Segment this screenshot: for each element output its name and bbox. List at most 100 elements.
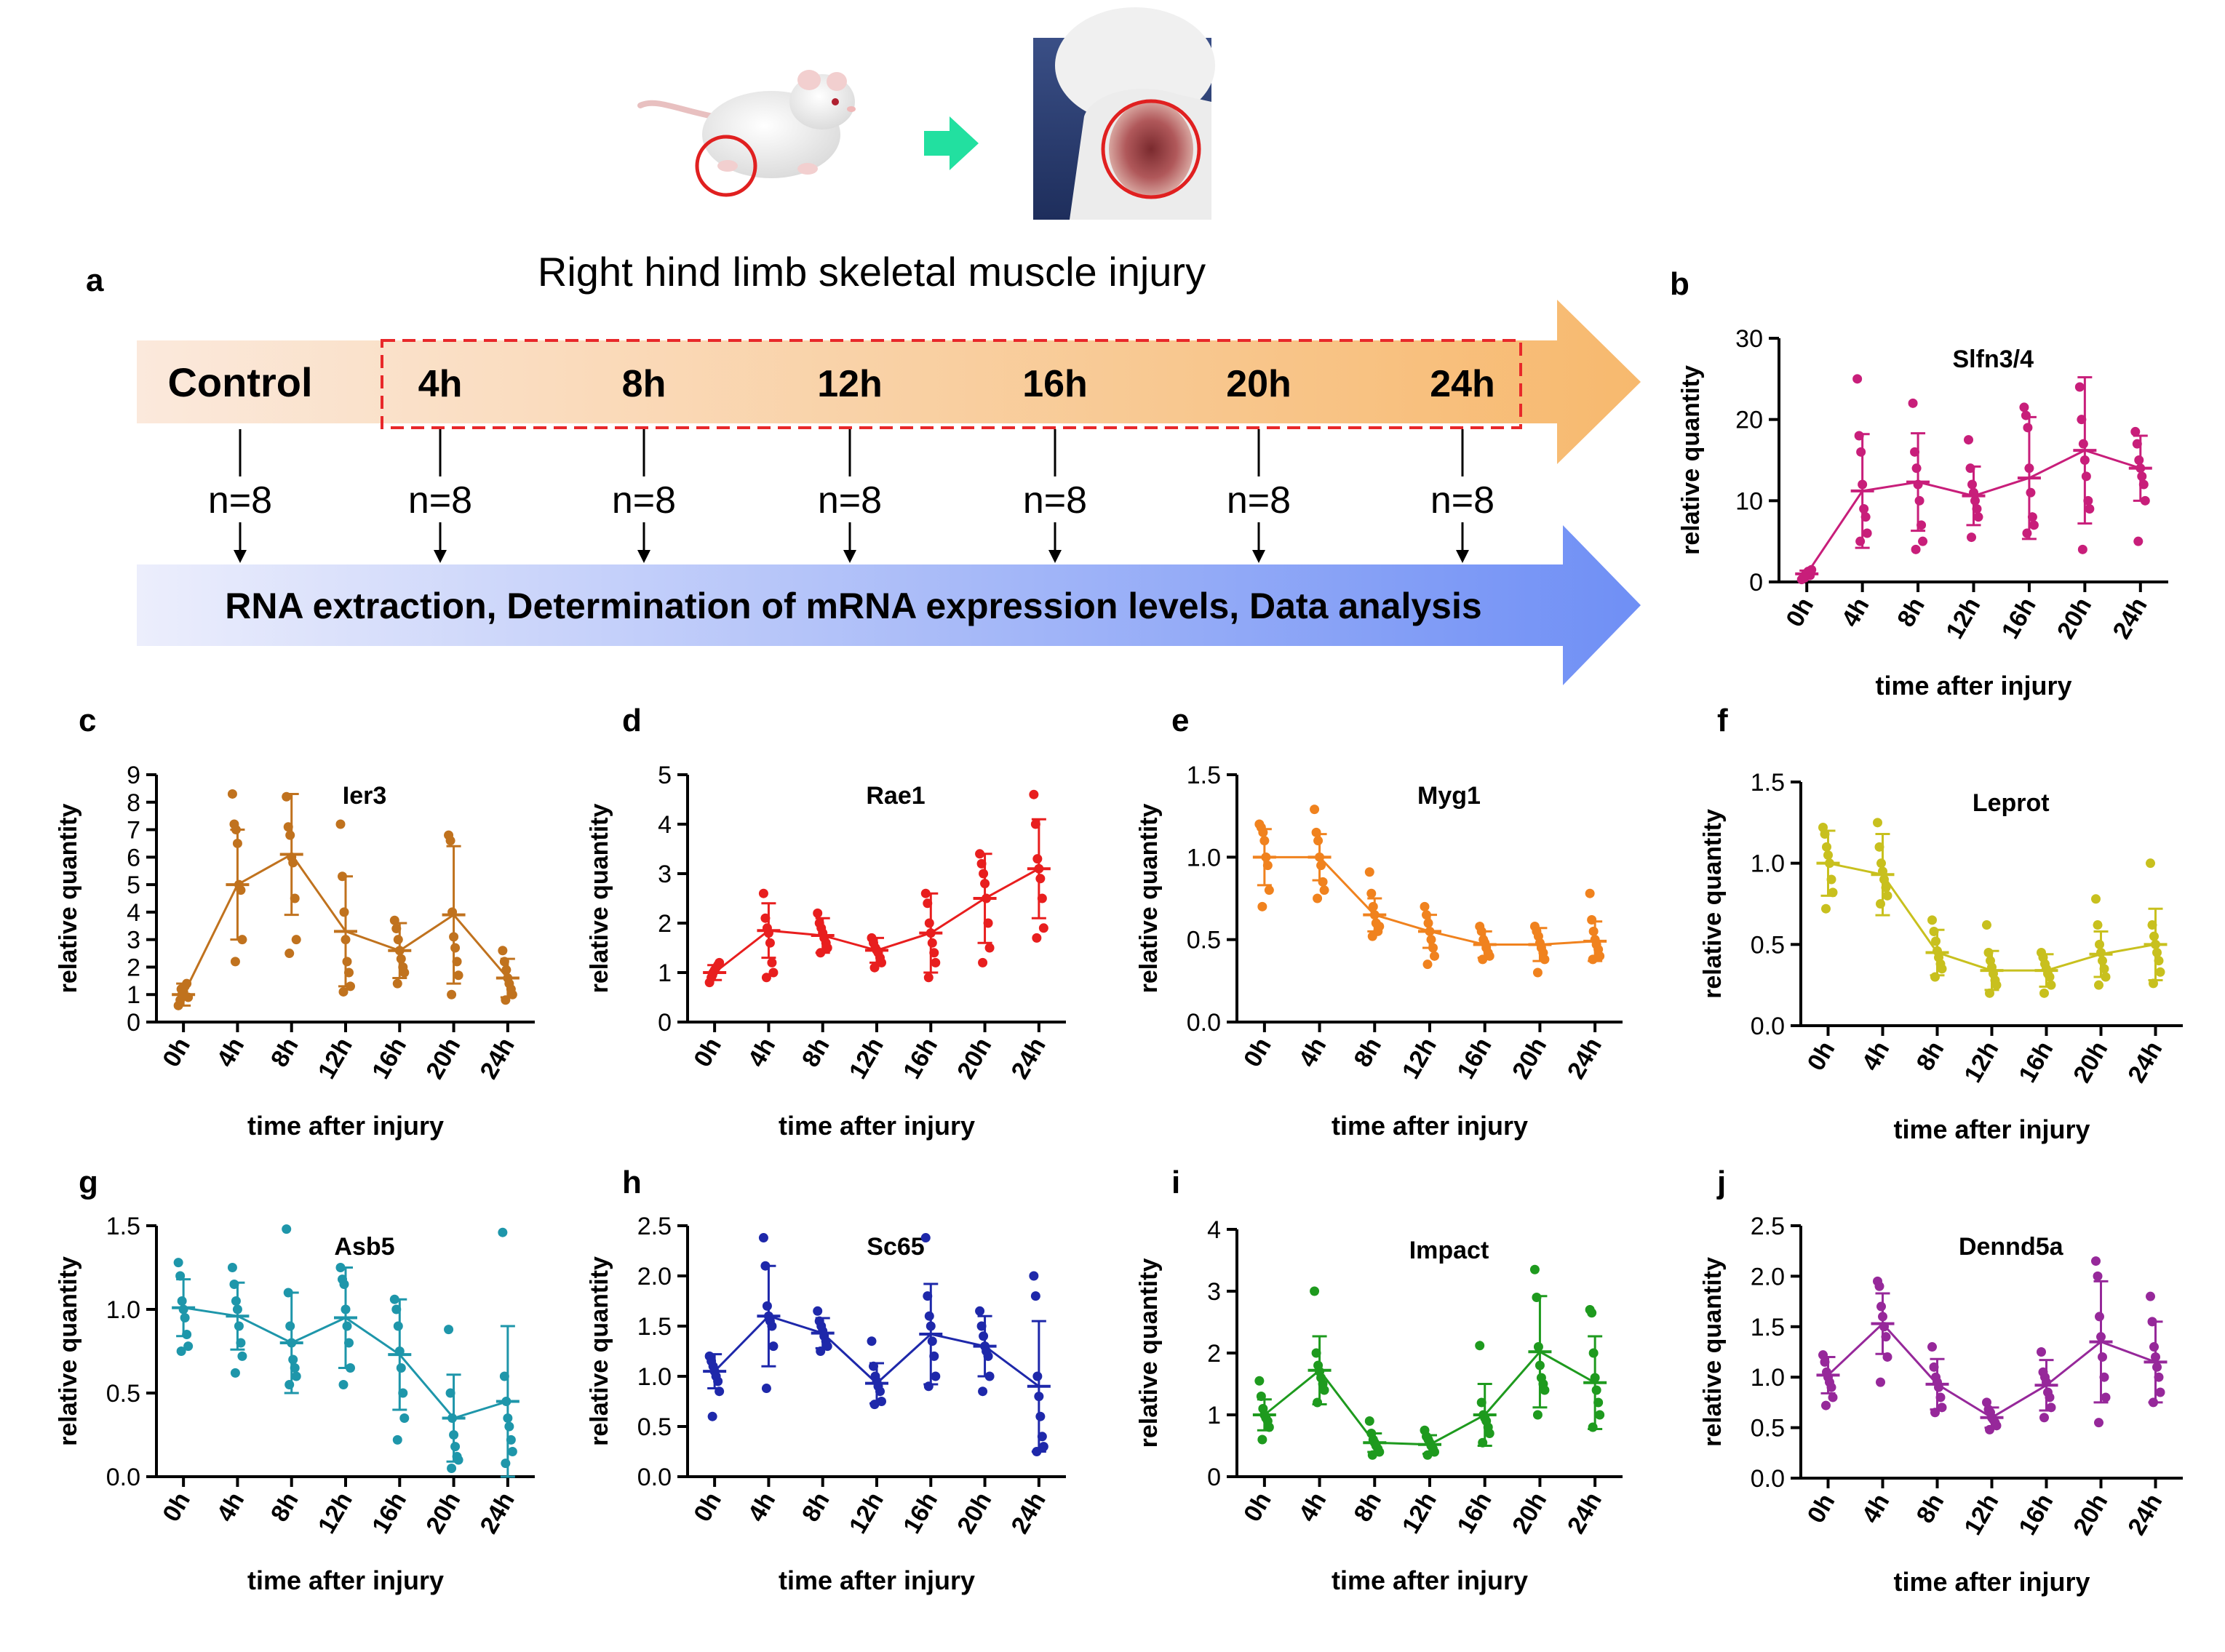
data-point — [445, 836, 455, 846]
y-tick-label: 1.0 — [637, 1363, 672, 1391]
data-point — [283, 822, 293, 832]
data-point — [1964, 435, 1973, 445]
y-tick-label: 2 — [658, 910, 672, 938]
data-point — [1423, 918, 1433, 928]
data-point — [1038, 1442, 1048, 1452]
data-point — [2039, 988, 2049, 998]
data-point — [173, 1258, 183, 1268]
data-point — [285, 830, 295, 840]
data-point — [227, 1263, 237, 1272]
x-axis-title: time after injury — [1893, 1567, 2090, 1597]
data-point — [2152, 1362, 2162, 1372]
data-point — [1037, 1432, 1047, 1442]
y-tick-label: 0.5 — [1187, 927, 1221, 954]
data-point — [1588, 926, 1599, 936]
y-axis-title: relative quantity — [55, 804, 82, 994]
data-point — [1859, 504, 1869, 514]
data-point — [231, 825, 241, 835]
data-point — [926, 928, 936, 938]
data-point — [282, 1224, 292, 1234]
down-arrow-icon — [234, 550, 247, 563]
data-point — [1540, 1385, 1550, 1395]
data-point — [1854, 431, 1864, 441]
data-point — [1315, 852, 1325, 862]
x-tick-label: 12h — [1941, 593, 1986, 644]
panel-letter-g: g — [79, 1165, 98, 1200]
chart-b: b 0 10 20 30 0h 4h 8h 12h 16h 20h 24h relative quant… — [1670, 266, 2168, 701]
data-point — [391, 1304, 402, 1314]
data-point — [2134, 455, 2144, 465]
data-point — [498, 946, 508, 956]
data-point — [1908, 398, 1918, 408]
data-point — [1930, 972, 1940, 982]
data-point — [283, 1288, 293, 1298]
panel-letter-b: b — [1670, 266, 1689, 302]
data-point — [1911, 544, 1921, 554]
data-point — [1982, 1397, 1991, 1408]
data-point — [237, 1351, 247, 1361]
data-point — [979, 869, 989, 879]
chart-title: Rae1 — [866, 782, 925, 810]
y-tick-label: 1.0 — [1751, 1364, 1785, 1392]
data-point — [920, 888, 931, 898]
data-point — [342, 957, 352, 967]
x-tick-label: 24h — [2122, 1489, 2168, 1540]
data-point — [1937, 964, 1947, 974]
data-point — [2046, 1402, 2056, 1413]
chart-title: Impact — [1409, 1237, 1489, 1264]
x-tick-label: 24h — [1562, 1488, 1607, 1539]
data-point — [1878, 866, 1887, 877]
data-point — [1256, 1392, 1266, 1401]
y-tick-label: 0 — [1207, 1464, 1221, 1491]
data-point — [1035, 1411, 1046, 1421]
data-point — [507, 989, 517, 999]
data-point — [1029, 789, 1039, 799]
data-point — [927, 938, 937, 948]
data-point — [1983, 948, 1994, 957]
wound-photo — [1033, 7, 1215, 220]
down-arrow-icon — [637, 550, 650, 563]
x-tick-label: 12h — [313, 1488, 358, 1539]
data-point — [1587, 914, 1597, 925]
y-tick-label: 1.5 — [1751, 769, 1785, 797]
y-tick-label: 10 — [1735, 487, 1763, 515]
n-label: n=8 — [1023, 479, 1087, 522]
x-tick-label: 4h — [743, 1488, 781, 1526]
data-point — [1882, 890, 1892, 901]
data-point — [344, 1338, 354, 1348]
data-point — [2019, 402, 2029, 412]
data-point — [232, 838, 242, 848]
data-point — [1931, 936, 1941, 946]
data-point — [284, 1380, 295, 1389]
x-tick-label: 12h — [1397, 1488, 1442, 1539]
data-point — [2096, 948, 2106, 957]
chart-e: e 0.0 0.5 1.0 1.5 0h 4h 8h 12h 16h 20h 24h relative … — [1135, 703, 1623, 1141]
data-point — [1856, 447, 1866, 457]
y-tick-label: 0.5 — [106, 1380, 140, 1408]
data-point — [180, 1313, 190, 1322]
data-point — [237, 935, 247, 945]
data-point — [1881, 1332, 1891, 1342]
data-point — [396, 954, 406, 964]
data-point — [875, 1386, 885, 1397]
y-tick-label: 5 — [127, 871, 140, 899]
data-point — [1879, 874, 1889, 885]
x-tick-label: 20h — [421, 1033, 466, 1084]
data-point — [978, 957, 988, 967]
data-point — [399, 1413, 410, 1423]
y-tick-label: 3 — [1207, 1278, 1221, 1306]
data-point — [341, 935, 351, 945]
y-tick-label: 7 — [127, 817, 140, 845]
data-point — [1828, 1392, 1838, 1402]
data-point — [2037, 1347, 2046, 1357]
data-point — [1969, 487, 1978, 498]
data-point — [1311, 1348, 1321, 1358]
data-point — [1916, 520, 1927, 530]
y-tick-label: 1.5 — [1751, 1314, 1785, 1341]
data-point — [2147, 1317, 2157, 1327]
x-tick-label: 24h — [1562, 1033, 1607, 1084]
data-point — [1259, 836, 1270, 846]
timeline-arrow — [137, 300, 1641, 464]
x-tick-label: 8h — [1892, 593, 1930, 631]
